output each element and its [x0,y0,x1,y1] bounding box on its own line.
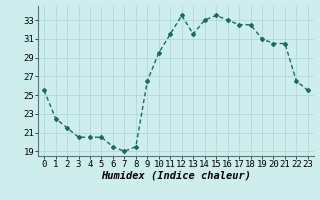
X-axis label: Humidex (Indice chaleur): Humidex (Indice chaleur) [101,171,251,181]
